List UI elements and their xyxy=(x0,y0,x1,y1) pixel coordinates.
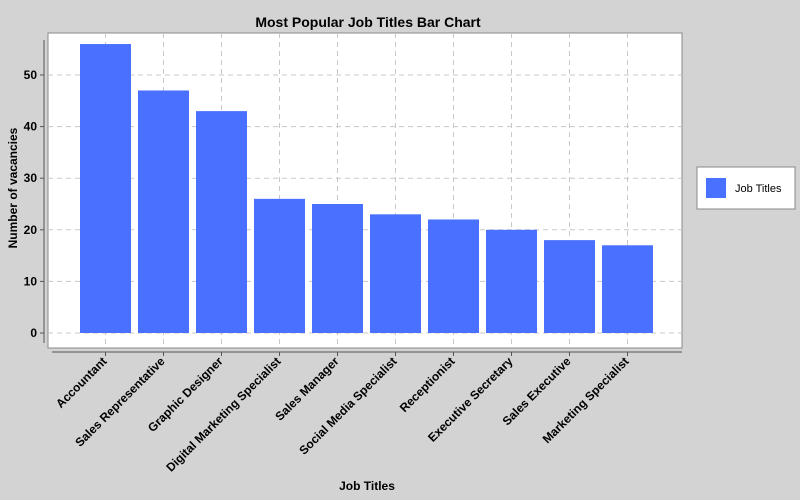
y-tick-label: 40 xyxy=(24,120,38,134)
bar xyxy=(80,44,131,333)
bars xyxy=(80,44,653,334)
y-ticks: 0 10 20 30 40 50 xyxy=(24,68,44,340)
bar xyxy=(486,229,537,333)
chart-title: Most Popular Job Titles Bar Chart xyxy=(255,14,481,30)
legend-label: Job Titles xyxy=(735,183,782,195)
y-axis-label: Number of vacancies xyxy=(6,127,20,248)
x-axis-label: Job Titles xyxy=(339,479,395,493)
legend-swatch xyxy=(706,178,726,198)
x-tick-label: Receptionist xyxy=(397,354,458,415)
y-tick-label: 30 xyxy=(24,171,38,185)
y-tick-label: 10 xyxy=(24,274,38,288)
bar xyxy=(602,245,653,333)
bar xyxy=(254,198,305,333)
y-tick-label: 20 xyxy=(24,223,38,237)
x-tick-label: Digital Marketing Specialist xyxy=(163,354,283,474)
y-tick-label: 50 xyxy=(24,68,38,82)
bar xyxy=(370,214,421,333)
bar xyxy=(544,240,595,333)
bar xyxy=(428,219,479,333)
x-tick-label: Accountant xyxy=(53,354,110,411)
x-tick-label: Social Media Specialist xyxy=(296,354,399,457)
bar xyxy=(312,204,363,333)
bar xyxy=(138,90,189,333)
legend: Job Titles xyxy=(696,166,796,210)
y-tick-label: 0 xyxy=(30,326,37,340)
bar xyxy=(196,111,247,334)
